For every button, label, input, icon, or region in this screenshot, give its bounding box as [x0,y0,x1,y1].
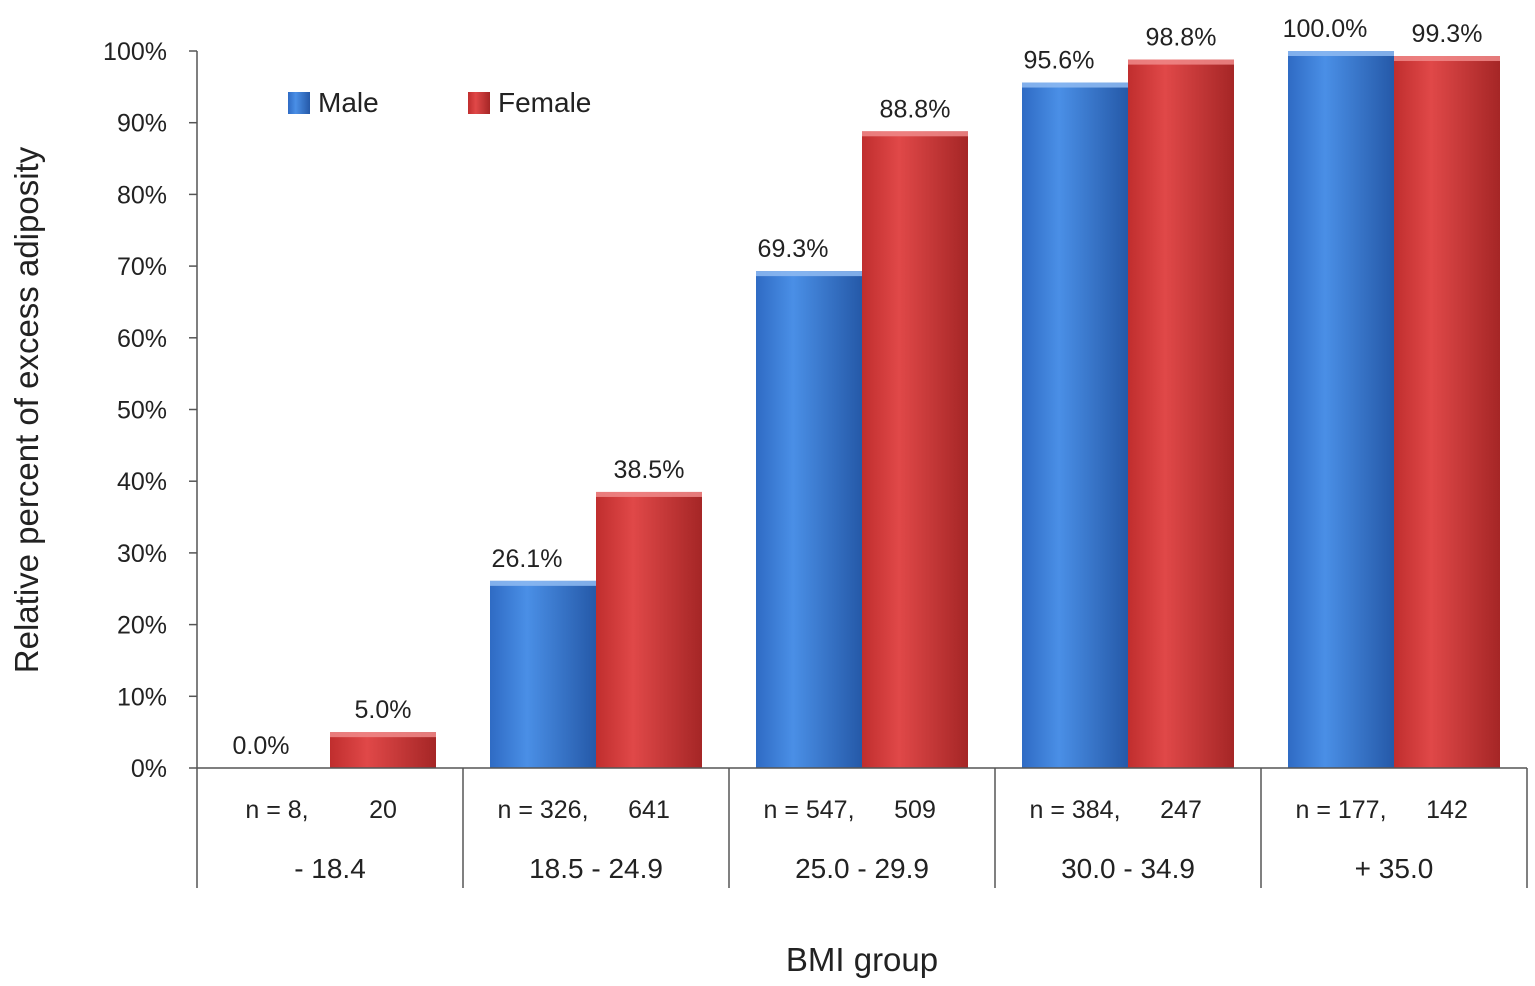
category-label-3: 30.0 - 34.9 [1061,853,1195,884]
y-tick-label: 30% [117,540,167,568]
sample-size-male-2: n = 547, [763,796,854,824]
category-label-2: 25.0 - 29.9 [795,853,929,884]
bar-male-3 [1022,82,1128,769]
y-tick-label: 80% [117,181,167,209]
bar-female-0 [330,732,436,768]
data-label-female-4: 99.3% [1412,20,1483,48]
bar-top-female-1 [596,491,702,497]
y-tick-label: 40% [117,468,167,496]
y-axis-title: Relative percent of excess adiposity [8,146,45,673]
bar-top-female-0 [330,732,436,738]
x-axis-table: n = 8, 20 - 18.4 n = 326, 641 18.5 - 24.9 n = … [197,767,1528,888]
bar-top-female-3 [1128,59,1234,65]
legend-label-male: Male [318,87,379,118]
legend: Male Female [288,87,591,118]
y-tick-label: 100% [103,38,167,66]
y-tick-label: 90% [117,110,167,138]
y-tick-label: 10% [117,683,167,711]
data-label-female-2: 88.8% [880,95,951,123]
data-label-female-0: 5.0% [355,696,412,724]
data-label-male-4: 100.0% [1283,15,1368,43]
bars [330,51,1500,769]
sample-size-male-4: n = 177, [1295,796,1386,824]
sample-size-male-1: n = 326, [497,796,588,824]
data-label-female-3: 98.8% [1146,24,1217,52]
bar-female-2 [862,131,968,768]
data-label-female-1: 38.5% [614,456,685,484]
legend-swatch-male [288,92,310,114]
y-tick-label: 60% [117,325,167,353]
bar-female-4 [1394,56,1500,769]
bar-top-female-2 [862,131,968,137]
legend-label-female: Female [498,87,591,118]
sample-size-male-0: n = 8, [245,796,308,824]
bar-female-1 [596,491,702,768]
sample-size-female-4: 142 [1426,796,1468,824]
bar-top-female-4 [1394,56,1500,62]
y-tick-label: 0% [131,755,167,783]
data-labels: 0.0% 5.0% 26.1% 38.5% 69.3% 88.8% 95.6% 98.8% 10… [233,15,1483,760]
sample-size-male-3: n = 384, [1029,796,1120,824]
category-label-4: + 35.0 [1355,853,1434,884]
sample-size-female-3: 247 [1160,796,1202,824]
legend-swatch-female [468,92,490,114]
bar-top-male-4 [1288,51,1394,56]
bar-male-1 [490,580,596,768]
sample-size-female-0: 20 [369,796,397,824]
sample-size-female-2: 509 [894,796,936,824]
y-tick-label: 50% [117,397,167,425]
data-label-male-2: 69.3% [758,235,829,263]
bar-top-male-1 [490,580,596,586]
bar-male-4 [1288,51,1394,768]
data-label-male-0: 0.0% [233,732,290,760]
bar-male-2 [756,271,862,768]
sample-size-female-1: 641 [628,796,670,824]
bar-top-male-3 [1022,82,1128,88]
y-tick-label: 20% [117,612,167,640]
category-label-0: - 18.4 [294,853,366,884]
data-label-male-1: 26.1% [492,545,563,573]
bar-female-3 [1128,59,1234,768]
category-label-1: 18.5 - 24.9 [529,853,663,884]
y-tick-label: 70% [117,253,167,281]
data-label-male-3: 95.6% [1024,47,1095,75]
y-axis-ticks: 0% 10% 20% 30% 40% 50% 60% 70% 80% 90% 100% [103,38,198,888]
bar-top-male-2 [756,271,862,277]
x-axis-title: BMI group [786,941,938,978]
